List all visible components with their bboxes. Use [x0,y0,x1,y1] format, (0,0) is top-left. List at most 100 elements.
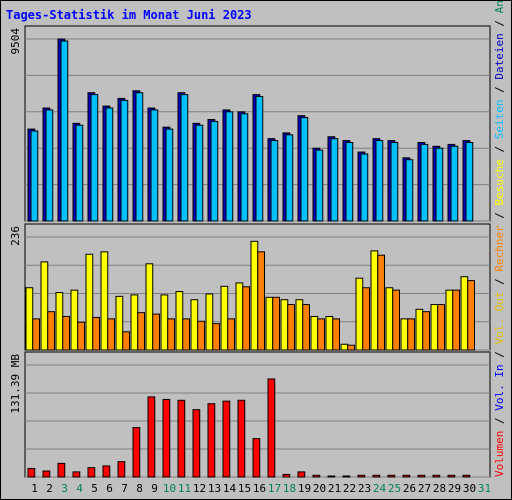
side-legend-separator: / [493,411,506,431]
bar-besuche-day-13 [205,293,214,351]
bar-dateien-day-11 [180,94,189,222]
bar-volumen-day-18 [282,473,291,478]
bar-rechner-day-22 [347,344,355,351]
side-legend-separator: / [493,345,506,365]
bar-besuche-day-26 [400,318,409,351]
bar-rechner-day-19 [302,304,310,351]
bar-volumen-day-17 [267,378,276,478]
bar-besuche-day-10 [160,294,169,351]
bar-besuche-day-14 [220,285,229,351]
bar-volumen-day-10 [162,398,171,478]
bar-besuche-day-2 [40,261,49,351]
bar-besuche-day-22 [340,343,349,351]
bar-besuche-day-3 [55,292,64,351]
day-label-12: 12 [193,482,206,495]
bar-besuche-day-28 [430,304,439,351]
bar-volumen-day-14 [222,400,231,478]
bar-rechner-day-4 [77,321,85,351]
bar-volumen-day-15 [237,399,246,478]
bar-besuche-day-12 [190,299,199,351]
day-label-18: 18 [283,482,296,495]
bar-rechner-day-6 [107,318,115,351]
bar-dateien-day-22 [345,141,354,222]
bar-volumen-day-16 [252,438,261,478]
bar-dateien-day-13 [210,120,219,222]
bar-volumen-day-26 [402,474,411,478]
bar-dateien-day-8 [135,92,144,222]
bar-dateien-day-10 [165,128,174,222]
bar-dateien-day-1 [30,130,39,222]
day-label-3: 3 [61,482,68,495]
day-label-2: 2 [46,482,53,495]
bar-dateien-day-29 [450,145,459,222]
bar-rechner-day-8 [137,312,145,351]
bar-dateien-day-14 [225,111,234,222]
bar-besuche-day-9 [145,263,154,351]
bar-dateien-day-30 [465,141,474,222]
bar-dateien-day-4 [75,124,84,222]
bar-dateien-day-6 [105,107,114,222]
day-label-31: 31 [478,482,491,495]
bar-rechner-day-13 [212,323,220,351]
bar-dateien-day-20 [315,149,324,222]
bar-besuche-day-4 [70,289,79,351]
bar-rechner-day-27 [422,311,430,351]
bar-rechner-day-24 [377,254,385,351]
bar-dateien-day-24 [375,140,384,222]
side-legend-dateien: Dateien [493,33,506,79]
day-label-16: 16 [253,482,266,495]
bar-dateien-day-2 [45,109,54,222]
day-label-10: 10 [163,482,176,495]
bar-rechner-day-12 [197,320,205,351]
day-label-30: 30 [463,482,476,495]
side-legend-besuche: Besuche [493,159,506,205]
bar-rechner-day-17 [272,296,280,351]
panel-1-scale-label: 9504 [9,28,22,55]
bar-volumen-day-19 [297,471,306,478]
side-legend-separator: / [493,80,506,100]
day-label-8: 8 [136,482,143,495]
bar-volumen-day-11 [177,399,186,478]
bar-besuche-day-18 [280,299,289,351]
day-label-1: 1 [31,482,38,495]
day-label-29: 29 [448,482,461,495]
bar-volumen-day-1 [27,467,36,478]
bar-rechner-day-16 [257,251,265,351]
day-label-28: 28 [433,482,446,495]
panel-2-scale-label: 236 [9,226,22,246]
bar-rechner-day-1 [32,318,40,351]
bar-rechner-day-11 [182,318,190,351]
bar-rechner-day-5 [92,316,100,351]
side-legend-vol-out: Vol. Out [493,292,506,345]
side-legend-separator: / [493,205,506,225]
bar-dateien-day-18 [285,134,294,222]
day-label-9: 9 [151,482,158,495]
bar-volumen-day-21 [327,475,336,478]
day-label-22: 22 [343,482,356,495]
bar-volumen-day-30 [462,474,471,478]
bar-volumen-day-28 [432,474,441,478]
bar-dateien-day-25 [390,141,399,222]
side-legend-anfragen: Anfragen [493,0,506,13]
bar-besuche-day-1 [25,287,34,351]
bar-rechner-day-2 [47,311,55,351]
bar-rechner-day-7 [122,331,130,351]
bar-volumen-day-22 [342,475,351,478]
bar-volumen-day-12 [192,409,201,478]
bar-volumen-day-20 [312,474,321,478]
bar-besuche-day-30 [460,276,469,351]
bar-rechner-day-10 [167,318,175,351]
bar-volumen-day-3 [57,462,66,478]
bar-volumen-day-2 [42,470,51,478]
bar-besuche-day-15 [235,282,244,351]
bar-besuche-day-8 [130,294,139,351]
side-legend-rechner: Rechner [493,225,506,272]
day-label-19: 19 [298,482,311,495]
day-label-23: 23 [358,482,371,495]
bar-dateien-day-17 [270,140,279,222]
day-label-7: 7 [121,482,128,495]
bar-volumen-day-29 [447,474,456,478]
bar-dateien-day-5 [90,94,99,222]
bar-besuche-day-16 [250,240,259,351]
